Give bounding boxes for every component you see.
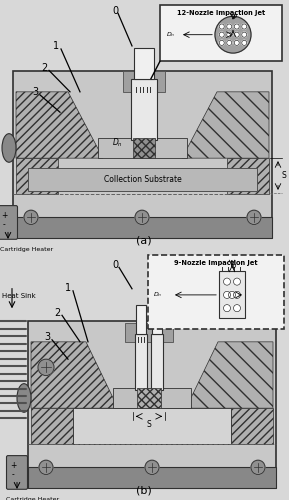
Circle shape (242, 40, 247, 46)
Bar (227, 158, 269, 194)
Bar (28, 322, 276, 488)
Circle shape (234, 40, 239, 46)
Text: 12-Nozzle Impaction Jet: 12-Nozzle Impaction Jet (177, 10, 265, 16)
Circle shape (234, 24, 239, 29)
Text: 0: 0 (112, 6, 118, 16)
Bar (98, 138, 187, 158)
Bar (135, 334, 147, 390)
Bar (113, 388, 191, 408)
Bar (31, 408, 73, 444)
Circle shape (38, 359, 54, 376)
Circle shape (234, 32, 239, 37)
Bar (151, 334, 163, 390)
Circle shape (234, 278, 240, 285)
Circle shape (219, 40, 224, 46)
Bar (125, 324, 173, 342)
Bar (137, 388, 161, 408)
Bar (0, 0, 289, 66)
Text: -: - (3, 220, 5, 229)
Text: $\Psi$: $\Psi$ (230, 262, 238, 271)
Circle shape (234, 292, 240, 298)
Text: (b): (b) (136, 486, 152, 496)
Bar (13, 218, 272, 238)
Text: Collection Substrate: Collection Substrate (104, 175, 181, 184)
Text: 0: 0 (112, 260, 118, 270)
Text: +: + (10, 461, 16, 470)
Ellipse shape (2, 134, 16, 162)
Bar (136, 305, 146, 334)
Text: 9-Nozzle Impaction Jet: 9-Nozzle Impaction Jet (174, 260, 258, 266)
Circle shape (39, 460, 53, 474)
Text: Cartridge Heater: Cartridge Heater (6, 498, 59, 500)
Bar (131, 78, 157, 140)
Text: $D_n$: $D_n$ (153, 290, 162, 300)
Polygon shape (182, 92, 269, 158)
Text: 3: 3 (44, 332, 50, 342)
Text: -: - (12, 470, 14, 479)
Text: 2: 2 (41, 64, 47, 74)
Bar (28, 468, 276, 488)
Text: Cartridge Heater: Cartridge Heater (0, 248, 53, 252)
Text: S: S (147, 420, 151, 429)
Bar (73, 408, 231, 444)
Circle shape (227, 32, 232, 37)
Circle shape (242, 32, 247, 37)
FancyBboxPatch shape (0, 206, 18, 240)
Circle shape (24, 210, 38, 224)
Circle shape (251, 460, 265, 474)
Text: Heat Sink: Heat Sink (2, 293, 36, 299)
Polygon shape (31, 342, 118, 408)
Circle shape (229, 292, 236, 298)
Circle shape (242, 24, 247, 29)
Text: $D_n$: $D_n$ (112, 136, 123, 149)
Circle shape (247, 210, 261, 224)
Circle shape (145, 460, 159, 474)
Text: +: + (1, 211, 7, 220)
Bar (123, 72, 165, 92)
Bar (219, 272, 245, 318)
Text: $D_n$: $D_n$ (166, 30, 175, 39)
Bar (148, 255, 284, 328)
FancyBboxPatch shape (6, 456, 27, 490)
Text: 1: 1 (53, 41, 59, 51)
Circle shape (219, 32, 224, 37)
Bar (133, 138, 155, 158)
Bar (28, 168, 257, 191)
Text: S: S (281, 171, 286, 180)
Circle shape (223, 278, 231, 285)
Text: 3: 3 (32, 87, 38, 97)
Text: $\Psi$: $\Psi$ (231, 12, 238, 21)
Circle shape (234, 304, 240, 312)
Bar (152, 305, 162, 334)
Bar (16, 158, 58, 194)
Circle shape (223, 292, 231, 298)
Circle shape (227, 24, 232, 29)
Text: 2: 2 (54, 308, 60, 318)
Bar (13, 72, 272, 238)
Circle shape (215, 16, 251, 53)
Bar (160, 5, 282, 61)
Circle shape (219, 24, 224, 29)
Circle shape (223, 304, 231, 312)
Text: (a): (a) (136, 236, 152, 246)
Polygon shape (186, 342, 273, 408)
Bar (231, 408, 273, 444)
Circle shape (227, 40, 232, 46)
Bar (134, 48, 154, 78)
Circle shape (135, 210, 149, 224)
Ellipse shape (17, 384, 31, 412)
Polygon shape (16, 92, 103, 158)
Text: 1: 1 (65, 283, 71, 293)
